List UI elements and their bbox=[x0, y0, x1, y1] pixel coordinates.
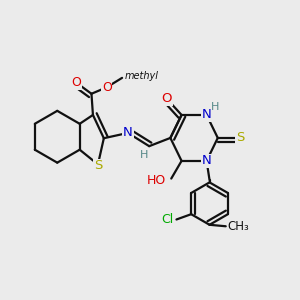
Text: N: N bbox=[123, 126, 133, 140]
Text: Cl: Cl bbox=[161, 213, 173, 226]
Text: methyl: methyl bbox=[124, 71, 158, 81]
Text: CH₃: CH₃ bbox=[227, 220, 249, 233]
Text: O: O bbox=[162, 92, 172, 105]
Text: S: S bbox=[236, 131, 244, 144]
Text: HO: HO bbox=[147, 173, 166, 187]
Text: O: O bbox=[71, 76, 81, 89]
Text: H: H bbox=[211, 102, 220, 112]
Text: S: S bbox=[94, 159, 102, 172]
Text: N: N bbox=[202, 109, 212, 122]
Text: N: N bbox=[202, 154, 212, 167]
Text: O: O bbox=[102, 81, 112, 94]
Text: H: H bbox=[140, 150, 148, 160]
